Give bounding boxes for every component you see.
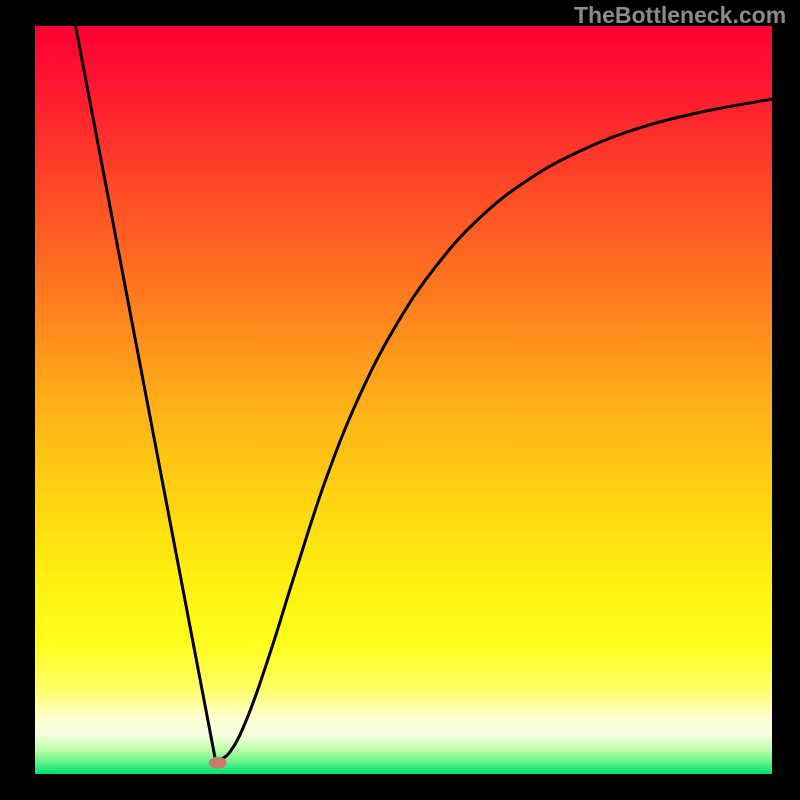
optimum-marker — [209, 757, 227, 769]
bottleneck-chart — [35, 26, 772, 774]
watermark-text: TheBottleneck.com — [574, 2, 786, 29]
figure-frame: TheBottleneck.com — [0, 0, 800, 800]
